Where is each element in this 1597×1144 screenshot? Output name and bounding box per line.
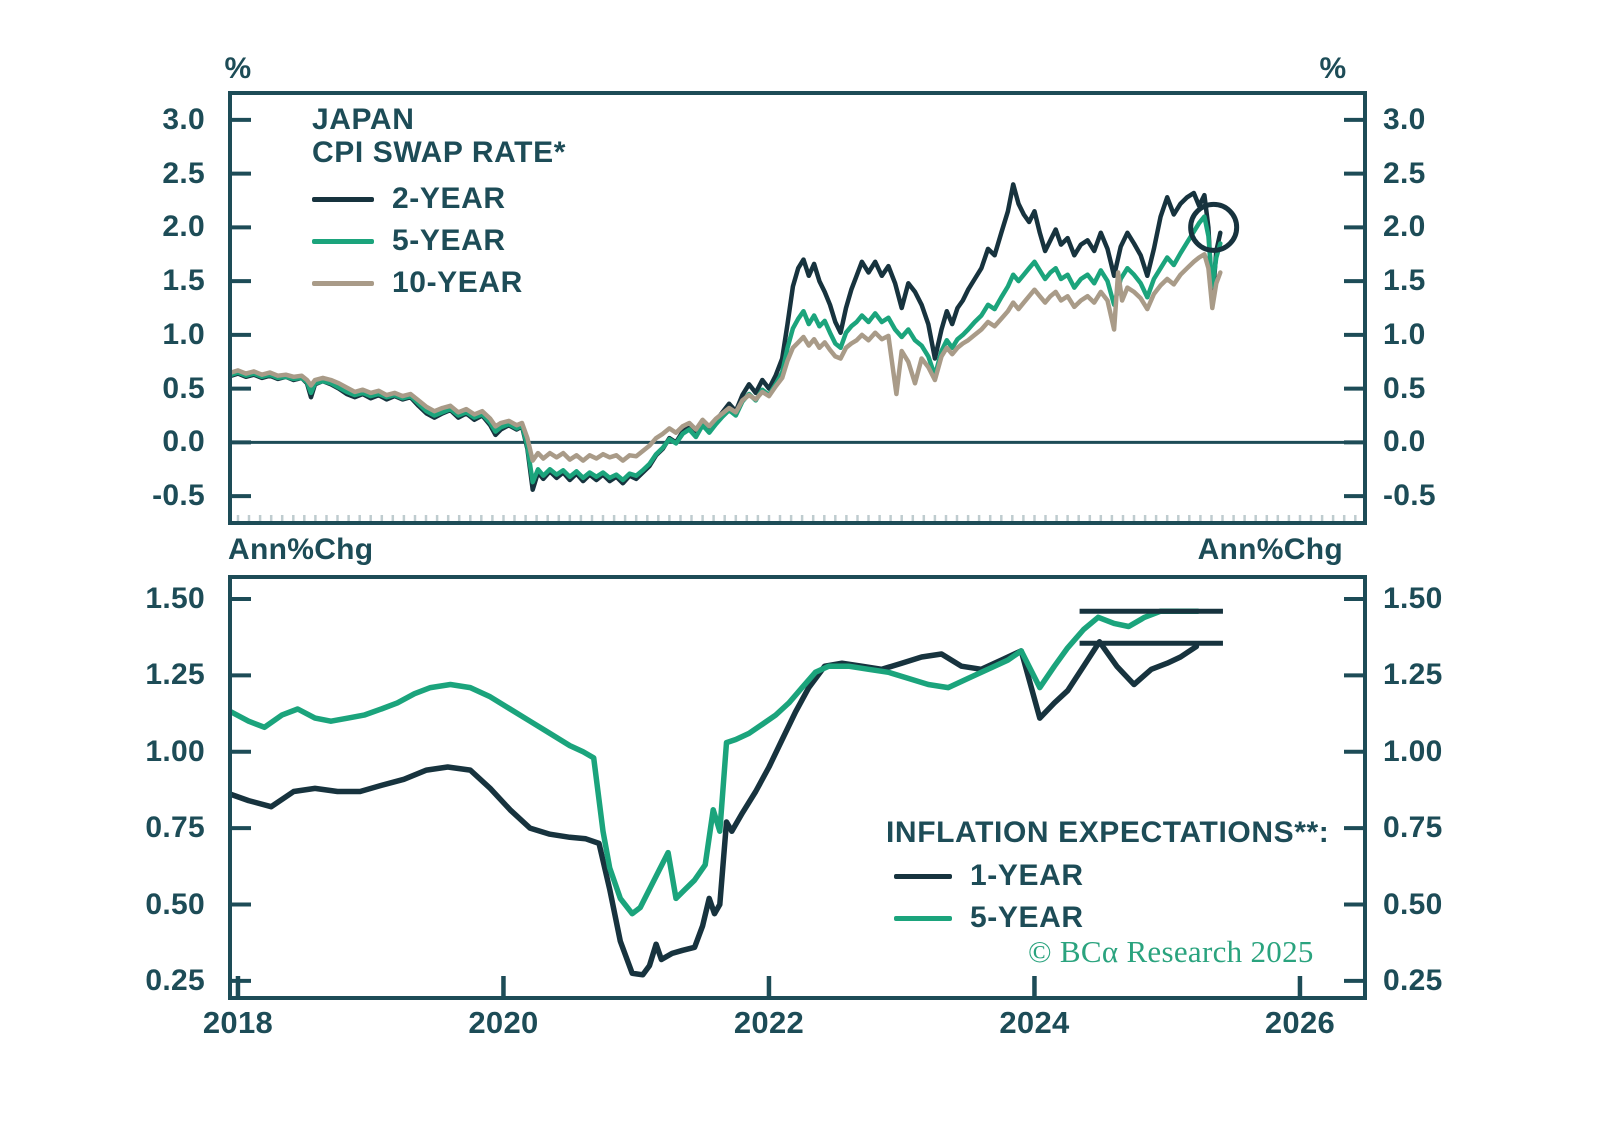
y-tick-label-left: 1.5 xyxy=(162,264,205,298)
legend-label-5-year: 5-YEAR xyxy=(392,224,506,257)
legend-item-10-year: 10-YEAR xyxy=(312,262,566,304)
y-tick-label-right: 2.5 xyxy=(1383,156,1426,190)
y-tick-label-left: 2.0 xyxy=(162,210,205,244)
y-tick-label-right: 3.0 xyxy=(1383,102,1426,136)
series-line-5-year xyxy=(228,608,1201,917)
5-year-line-swatch xyxy=(312,238,374,244)
x-tick-label: 2024 xyxy=(999,1005,1070,1040)
y-tick-label-left: 1.00 xyxy=(145,734,205,768)
y-tick-label-right: 1.5 xyxy=(1383,264,1426,298)
legend-label-10-year: 10-YEAR xyxy=(392,266,523,299)
unit-label-bottom-left: Ann%Chg xyxy=(228,533,374,566)
x-tick-label: 2022 xyxy=(733,1005,805,1040)
unit-label-top-left: % xyxy=(224,52,252,85)
y-ticks xyxy=(230,117,1365,499)
legend-item-5-year: 5-YEAR xyxy=(312,220,566,262)
y-tick-label-right: 0.50 xyxy=(1383,887,1443,921)
series-line-10-year xyxy=(229,252,1223,463)
legend-title-line1: JAPAN xyxy=(312,103,415,136)
y-tick-label-left: 0.25 xyxy=(145,963,205,997)
panel-border xyxy=(228,91,1367,525)
y-tick-label-left: 2.5 xyxy=(162,156,205,190)
legend-title-inflation: INFLATION EXPECTATIONS**: xyxy=(886,816,1330,849)
2-year-line-swatch xyxy=(312,196,374,202)
y-tick-label-left: 0.5 xyxy=(162,371,205,405)
y-tick-label-left: 1.25 xyxy=(145,658,205,692)
y-tick-label-right: 1.50 xyxy=(1383,581,1443,615)
x-tick-label: 2026 xyxy=(1264,1005,1336,1040)
cpi-swap-legend: JAPAN CPI SWAP RATE* 2-YEAR 5-YEAR 10-YE… xyxy=(312,103,566,304)
y-tick-label-right: 0.25 xyxy=(1383,963,1443,997)
5-year-line-swatch-bottom xyxy=(894,915,952,921)
y-tick-label-left: 0.50 xyxy=(145,887,205,921)
x-tick-label: 2018 xyxy=(202,1005,274,1040)
legend-item-5-year-bottom: 5-YEAR xyxy=(894,897,1329,939)
unit-label-bottom-right: Ann%Chg xyxy=(1197,533,1343,566)
panel-border xyxy=(228,575,1367,1000)
legend-label-2-year: 2-YEAR xyxy=(392,182,506,215)
series-line-1-year xyxy=(228,639,1200,978)
y-tick-label-right: 0.75 xyxy=(1383,811,1443,845)
legend-item-2-year: 2-YEAR xyxy=(312,178,566,220)
10-year-line-swatch xyxy=(312,280,374,286)
y-tick-label-right: 1.00 xyxy=(1383,734,1443,768)
y-tick-label-right: 0.0 xyxy=(1383,425,1426,459)
legend-item-1-year: 1-YEAR xyxy=(894,855,1329,897)
minor-x-ticks xyxy=(236,515,1357,521)
y-tick-label-right: 1.0 xyxy=(1383,317,1426,351)
copyright: © BCα Research 2025 xyxy=(1028,934,1314,969)
legend-label-5-year-bottom: 5-YEAR xyxy=(970,901,1084,934)
latest-value-circle xyxy=(1188,201,1240,253)
unit-label-top-right: % xyxy=(1319,52,1347,85)
y-tick-label-left: 1.0 xyxy=(162,317,205,351)
legend-title-line2: CPI SWAP RATE* xyxy=(312,136,566,169)
y-ticks xyxy=(230,596,1365,983)
y-tick-label-left: -0.5 xyxy=(152,479,205,513)
y-tick-label-left: 3.0 xyxy=(162,102,205,136)
x-tick-label: 2020 xyxy=(468,1005,539,1040)
y-tick-label-left: 1.50 xyxy=(145,581,205,615)
y-tick-label-right: 2.0 xyxy=(1383,210,1426,244)
inflation-expectations-legend: INFLATION EXPECTATIONS**: 1-YEAR 5-YEAR xyxy=(886,816,1329,939)
y-tick-label-right: 0.5 xyxy=(1383,371,1426,405)
y-tick-label-left: 0.75 xyxy=(145,811,205,845)
y-tick-label-right: 1.25 xyxy=(1383,658,1443,692)
y-tick-label-left: 0.0 xyxy=(162,425,205,459)
y-tick-label-right: -0.5 xyxy=(1383,479,1436,513)
x-ticks xyxy=(235,976,1303,998)
legend-label-1-year: 1-YEAR xyxy=(970,859,1084,892)
1-year-line-swatch xyxy=(894,873,952,879)
